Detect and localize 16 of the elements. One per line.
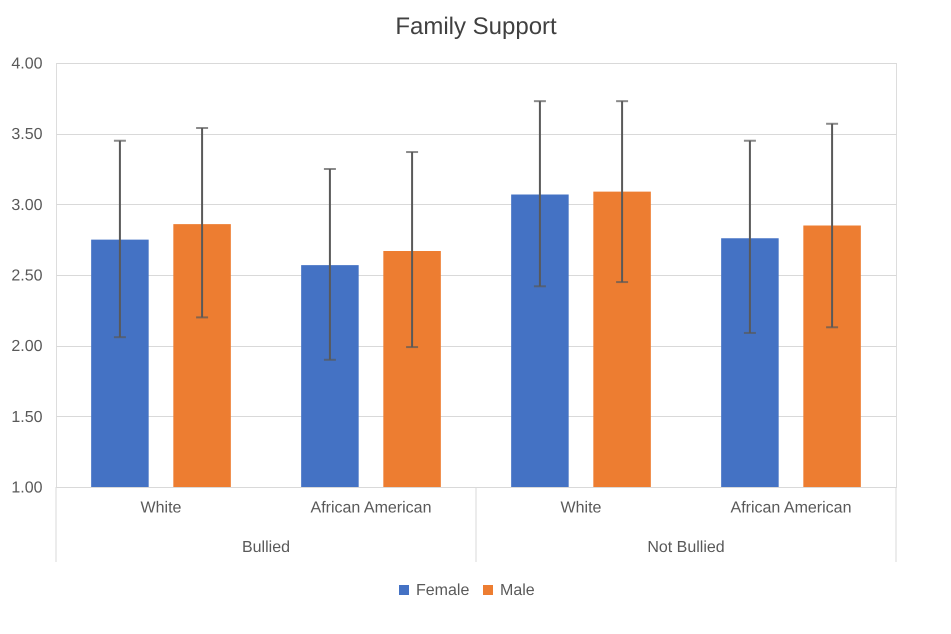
- x-tick-label: White: [140, 500, 182, 516]
- x-tick-label: African American: [310, 500, 432, 516]
- y-tick-label: 2.00: [11, 338, 43, 356]
- y-tick-label: 1.00: [11, 480, 43, 496]
- y-tick-label: 2.50: [11, 268, 43, 284]
- legend-label: Male: [500, 582, 535, 599]
- text: Bullied: [242, 539, 290, 556]
- text: Not Bullied: [647, 539, 725, 556]
- chart-title: Family Support: [395, 13, 558, 40]
- y-tick-label: 1.50: [11, 408, 43, 426]
- y-tick-label: 4.00: [11, 56, 43, 72]
- x-tick-label: African American: [730, 500, 852, 516]
- legend-label: Female: [416, 582, 470, 599]
- y-tick-label: 3.00: [11, 196, 43, 214]
- x-tick-label: White: [560, 500, 602, 516]
- y-tick-label: 3.50: [11, 126, 43, 144]
